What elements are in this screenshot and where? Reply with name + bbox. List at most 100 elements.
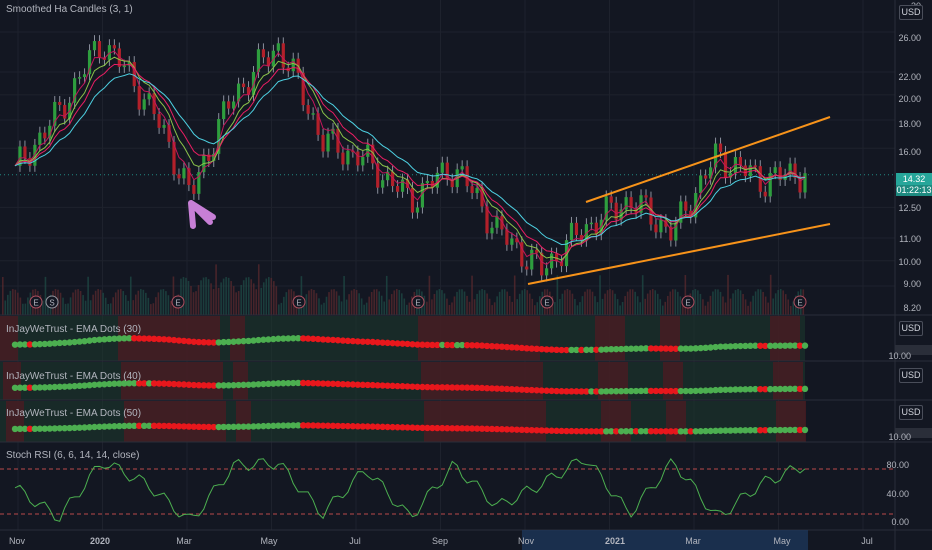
- volume-bar: [42, 300, 44, 315]
- volume-bar: [368, 296, 370, 315]
- ema-dot: [349, 381, 357, 388]
- volume-bar: [147, 297, 150, 315]
- ema-dot: [637, 345, 645, 352]
- pane-shading: [660, 316, 680, 361]
- price-axis-label: 8.20: [903, 303, 921, 313]
- ema-dot: [767, 342, 774, 350]
- candle-body: [420, 183, 425, 208]
- ema-dot: [235, 423, 242, 430]
- volume-bar: [508, 295, 511, 315]
- volume-bar: [7, 294, 9, 315]
- currency-badge[interactable]: USD: [899, 321, 923, 336]
- volume-bar: [278, 304, 280, 315]
- ema-dot: [483, 342, 491, 350]
- volume-bar: [599, 275, 601, 315]
- ema-dot: [285, 379, 292, 387]
- ema-dot: [205, 339, 212, 346]
- ema-dot: [384, 382, 391, 389]
- candle-body: [63, 104, 67, 119]
- ema-dot: [449, 341, 456, 349]
- ema-dot: [230, 338, 237, 345]
- trend-channel[interactable]: [527, 116, 831, 285]
- volume-bar: [626, 291, 629, 315]
- volume-bar: [727, 274, 729, 315]
- ema-dot: [126, 335, 133, 342]
- ema-dot: [364, 338, 371, 345]
- volume-bar: [378, 291, 381, 315]
- pane-shading: [421, 362, 543, 400]
- last-price-tag: 14.32: [896, 173, 932, 185]
- ema-dot: [160, 422, 168, 430]
- ema-axis-label: 10.00: [888, 432, 911, 442]
- volume-bar: [732, 293, 734, 315]
- currency-badge[interactable]: USD: [899, 5, 923, 20]
- ema-dot: [364, 423, 371, 430]
- arrow-annotation[interactable]: [188, 200, 216, 229]
- ema-dot: [702, 387, 709, 394]
- ema-dot: [762, 385, 769, 393]
- ema-dot: [662, 428, 670, 435]
- ema-dot: [583, 428, 590, 435]
- ema-40-title: InJayWeTrust - EMA Dots (40): [6, 371, 142, 382]
- volume-bar: [664, 301, 667, 315]
- volume-bar: [742, 294, 744, 315]
- volume-bar: [784, 294, 787, 315]
- volume-bar: [240, 284, 242, 315]
- ema-dot: [434, 384, 441, 391]
- candle-body: [535, 249, 539, 253]
- candle-body: [157, 114, 161, 128]
- ema-dot: [170, 380, 178, 388]
- ema-dot: [175, 381, 183, 388]
- ema-dot: [801, 385, 809, 393]
- ema-dot: [399, 340, 406, 347]
- pane-shading: [666, 401, 686, 442]
- ema-dot: [786, 426, 794, 434]
- currency-badge[interactable]: USD: [899, 405, 923, 420]
- ema-dot: [553, 387, 560, 395]
- volume-bar: [631, 289, 634, 315]
- volume-bar: [19, 297, 22, 315]
- ema-dot: [324, 380, 332, 387]
- currency-badge[interactable]: USD: [899, 368, 923, 383]
- ema-dot: [36, 425, 44, 432]
- ema-dot: [617, 345, 625, 353]
- ema-dot: [145, 335, 153, 342]
- volume-bar: [205, 277, 207, 315]
- time-axis[interactable]: Nov 2020 Mar May Jul Sep Nov 2021 Mar May Jul: [9, 536, 873, 546]
- candle-body: [137, 86, 141, 110]
- volume-bar: [64, 303, 67, 315]
- ema-dot: [26, 384, 34, 391]
- volume-bar: [155, 297, 157, 315]
- moving-average-line: [14, 73, 806, 246]
- pane-shading: [424, 401, 546, 442]
- volume-bar: [724, 302, 727, 315]
- ema-dot: [518, 344, 525, 352]
- volume-bar: [717, 289, 719, 315]
- volume-bar: [270, 277, 273, 315]
- ema-dot: [498, 385, 506, 392]
- ema-dot: [81, 337, 88, 345]
- ema-dot: [285, 335, 292, 342]
- earnings-marker-label: E: [33, 299, 38, 308]
- volume-bar: [313, 289, 315, 315]
- rsi-axis-label: 40.00: [886, 489, 909, 499]
- price-axis[interactable]: 3026.0022.0020.0018.0016.0012.5011.0010.…: [886, 1, 921, 527]
- candle-body: [758, 166, 762, 192]
- ema-dot: [424, 341, 431, 349]
- volume-bar: [102, 292, 104, 315]
- ema-dot: [513, 426, 521, 433]
- volume-bar: [300, 276, 303, 315]
- ema-dot: [101, 381, 108, 388]
- ema-dot: [210, 423, 217, 431]
- ema-dot: [354, 423, 362, 430]
- ema-dot: [722, 427, 729, 434]
- ema-dot: [652, 428, 660, 435]
- ema-dot: [513, 344, 521, 351]
- volume-bar: [606, 290, 609, 315]
- ema-dot: [528, 386, 535, 394]
- ema-dot: [170, 422, 178, 430]
- candle-body: [356, 151, 360, 166]
- volume-bar: [496, 296, 498, 315]
